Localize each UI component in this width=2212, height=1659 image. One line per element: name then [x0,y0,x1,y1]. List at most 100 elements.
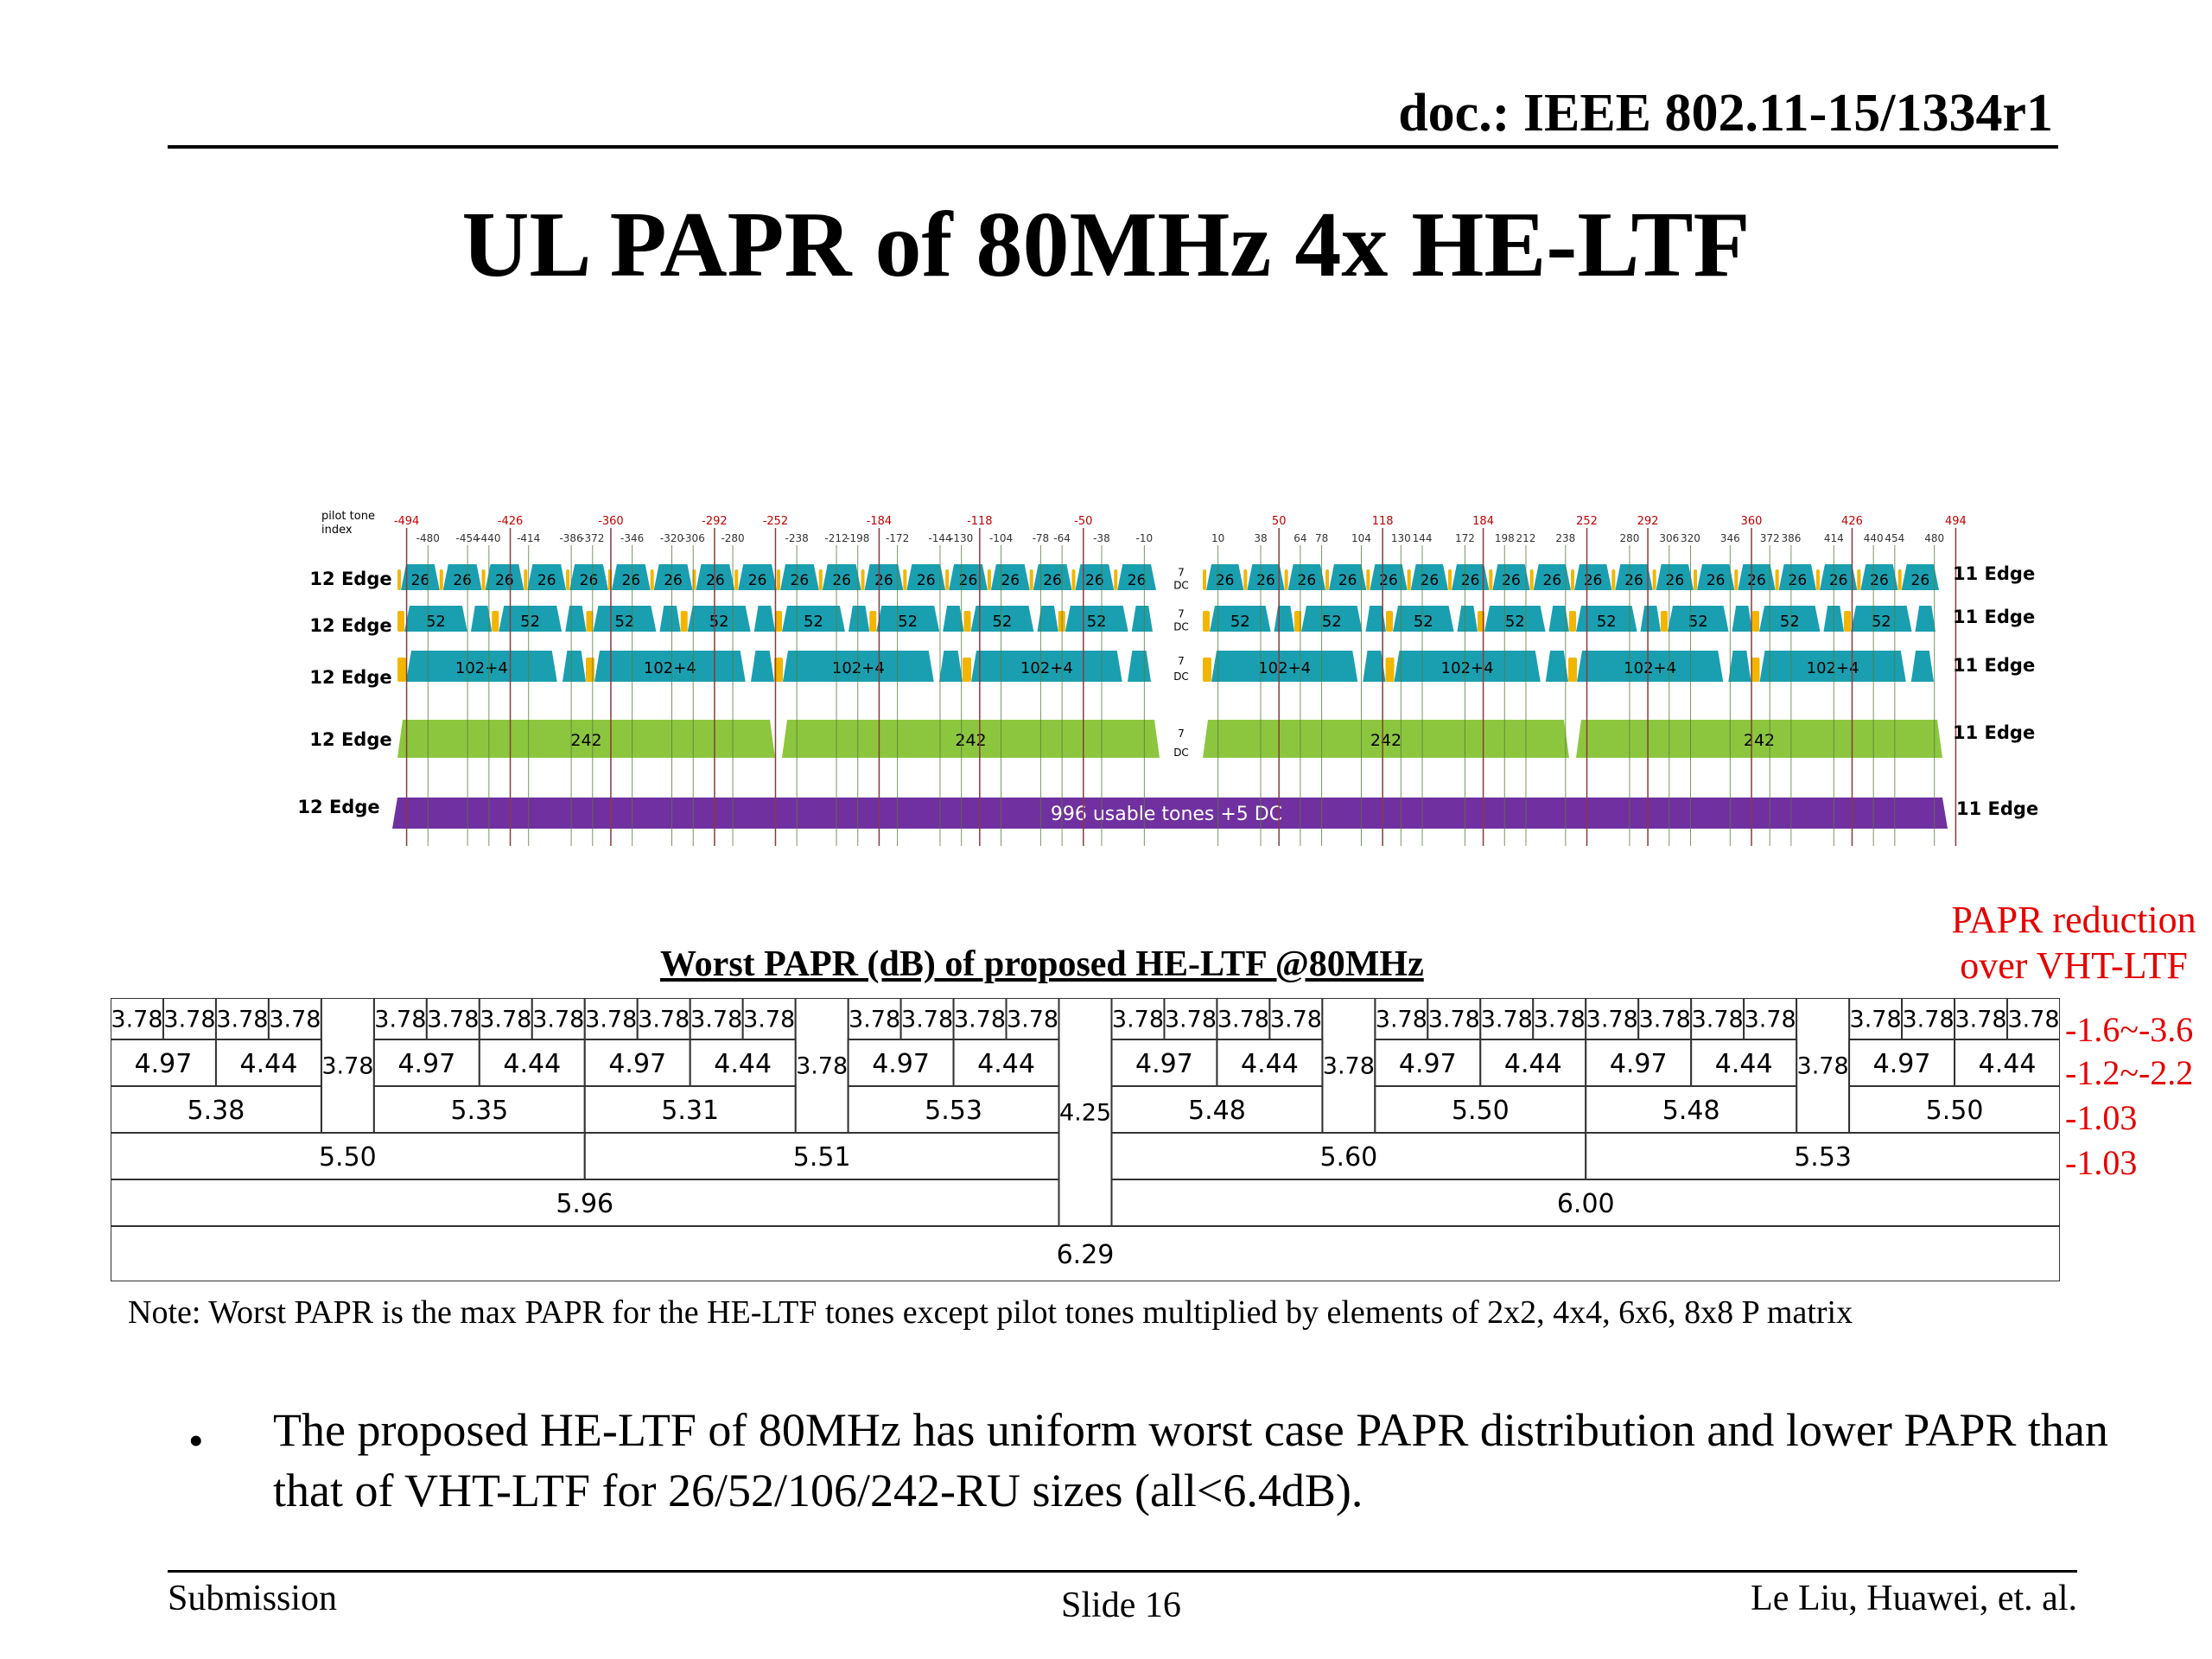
ru996-block [392,798,1948,829]
pilot-index-bottom: 280 [1619,532,1639,544]
ru26-mid-block [1131,606,1153,632]
pilot-index-bottom: 454 [1885,532,1904,544]
pilot-index-top: -252 [763,515,789,528]
ru26-gap [1652,569,1656,590]
ru26-block [696,564,735,590]
ru52-label: 52 [709,613,729,631]
ru52-label: 52 [1872,613,1891,631]
ru26-value: 3.78 [1165,1007,1217,1033]
ru26-label: 26 [1421,572,1440,589]
ru26-row: 26 26 26 26 26 26 26 26 26 26 26 26 26 26 26 26 26 26 26 26… [397,564,1939,592]
ru52-value-cell [214,1039,322,1087]
pilot-index-bottom: -346 [620,532,644,544]
ru52-gap [869,611,877,632]
ru26-value: 3.78 [427,1007,479,1033]
dc-seven-row4: 7 [1178,728,1185,740]
ru26-gap [1775,569,1779,590]
pilot-index-top: -118 [967,515,993,528]
ru26-block [822,564,861,590]
ru26-mid-block [1728,651,1751,682]
ru106-block [406,651,557,682]
ru26-label: 26 [1001,572,1020,589]
ru996-value: 6.29 [1057,1240,1115,1270]
dc-label-row3: DC [1173,671,1189,683]
ru26-mid-block [1365,606,1386,632]
ru26-label: 26 [1666,572,1685,589]
ru26-label: 26 [621,572,640,589]
ru26-gap [1243,569,1248,590]
ru26-label: 26 [411,572,430,589]
pilot-index-bottom: 78 [1315,532,1328,544]
pilot-index-bottom: -104 [989,532,1013,544]
ru484-value-cell [1110,1179,2060,1227]
ru242-block [1576,720,1942,758]
ru26-mid-block [565,606,587,632]
table-caption: Worst PAPR (dB) of proposed HE-LTF @80MH… [660,944,1424,984]
pilot-index-bottom: 306 [1659,532,1679,544]
ru106-value-cell [1848,1085,2060,1134]
ru26-label: 26 [1829,572,1848,589]
ru26-gap [1114,569,1118,590]
ru26-gap [1816,569,1820,590]
ru52-label: 52 [1230,613,1250,631]
pilot-index-bottom: -372 [581,532,604,544]
pilot-index-bottom: -64 [1053,532,1071,544]
ru52-row: 52 52 52 52 52 52 52 52 52 52 52 52 52 52 52 52 7DC [397,606,1936,633]
pilot-index-bottom: 346 [1720,532,1740,544]
ru26-label: 26 [1298,572,1317,589]
ru26-block [949,564,988,590]
ru242-value: 5.51 [793,1142,851,1173]
ru106-value: 5.48 [1188,1096,1246,1126]
ru106-value-cell [847,1085,1060,1134]
ru484-value: 6.00 [1557,1189,1615,1219]
ru26-gap [1611,569,1616,590]
ru26-label: 26 [874,572,893,589]
ru52-gap [775,611,782,632]
ru26-block [1329,564,1367,590]
ru26-block [906,564,946,590]
footer-rule [168,1570,2077,1573]
pilot-index-bottom: -238 [785,532,809,544]
ru26-block [1410,564,1448,590]
ru106-value: 5.50 [1452,1096,1510,1126]
ru26-block [1738,564,1776,590]
ru26-block [442,564,482,590]
ru26-label: 26 [1911,572,1930,589]
pilot-index-top: -292 [702,515,728,528]
ru52-value: 4.97 [1873,1049,1931,1079]
ru26-block [1656,564,1694,590]
ru106-label: 102+4 [1807,659,1859,677]
ru26-block [1533,564,1571,590]
ru52-label: 52 [1087,613,1107,631]
ru26-center-value: 3.78 [796,1053,848,1080]
ru106-gap [1568,658,1577,682]
ru26-value: 3.78 [1850,1007,1902,1033]
ru26-label: 26 [1707,572,1726,589]
ru52-value: 4.44 [1504,1049,1562,1079]
ru242-block [782,720,1160,758]
row5-left-label: 12 Edge [297,797,379,817]
ru52-block [1576,606,1637,632]
row4-left-label: 12 Edge [309,729,391,750]
ru106-block [1394,651,1541,682]
ru26-value: 3.78 [690,1007,742,1033]
ru106-gap [1751,658,1760,682]
ru52-value-cell [1110,1039,1218,1087]
ru26-value: 3.78 [1955,1007,2006,1033]
pilot-index-top: -426 [498,515,524,528]
ru26-gap [777,569,780,590]
ru26-block [401,564,440,590]
ru52-value-cell [1216,1039,1324,1087]
ru52-value: 4.97 [1610,1049,1668,1079]
ru26-label: 26 [917,572,936,589]
pilot-indices-bottom: -480 -454-440 -414 -386-372 -346 -320-306 -280… [416,532,1945,544]
pilot-index-bottom: -480 [416,532,440,544]
ru26-block [1860,564,1898,590]
ru242-value-cell [111,1132,586,1180]
ru52-gap [1569,611,1576,632]
ru26-gap [1366,569,1370,590]
ru52-label: 52 [898,613,918,631]
ru26-label: 26 [959,572,978,589]
ru26-center-value-cell [320,998,375,1134]
pilot-index-top: 118 [1372,515,1394,528]
